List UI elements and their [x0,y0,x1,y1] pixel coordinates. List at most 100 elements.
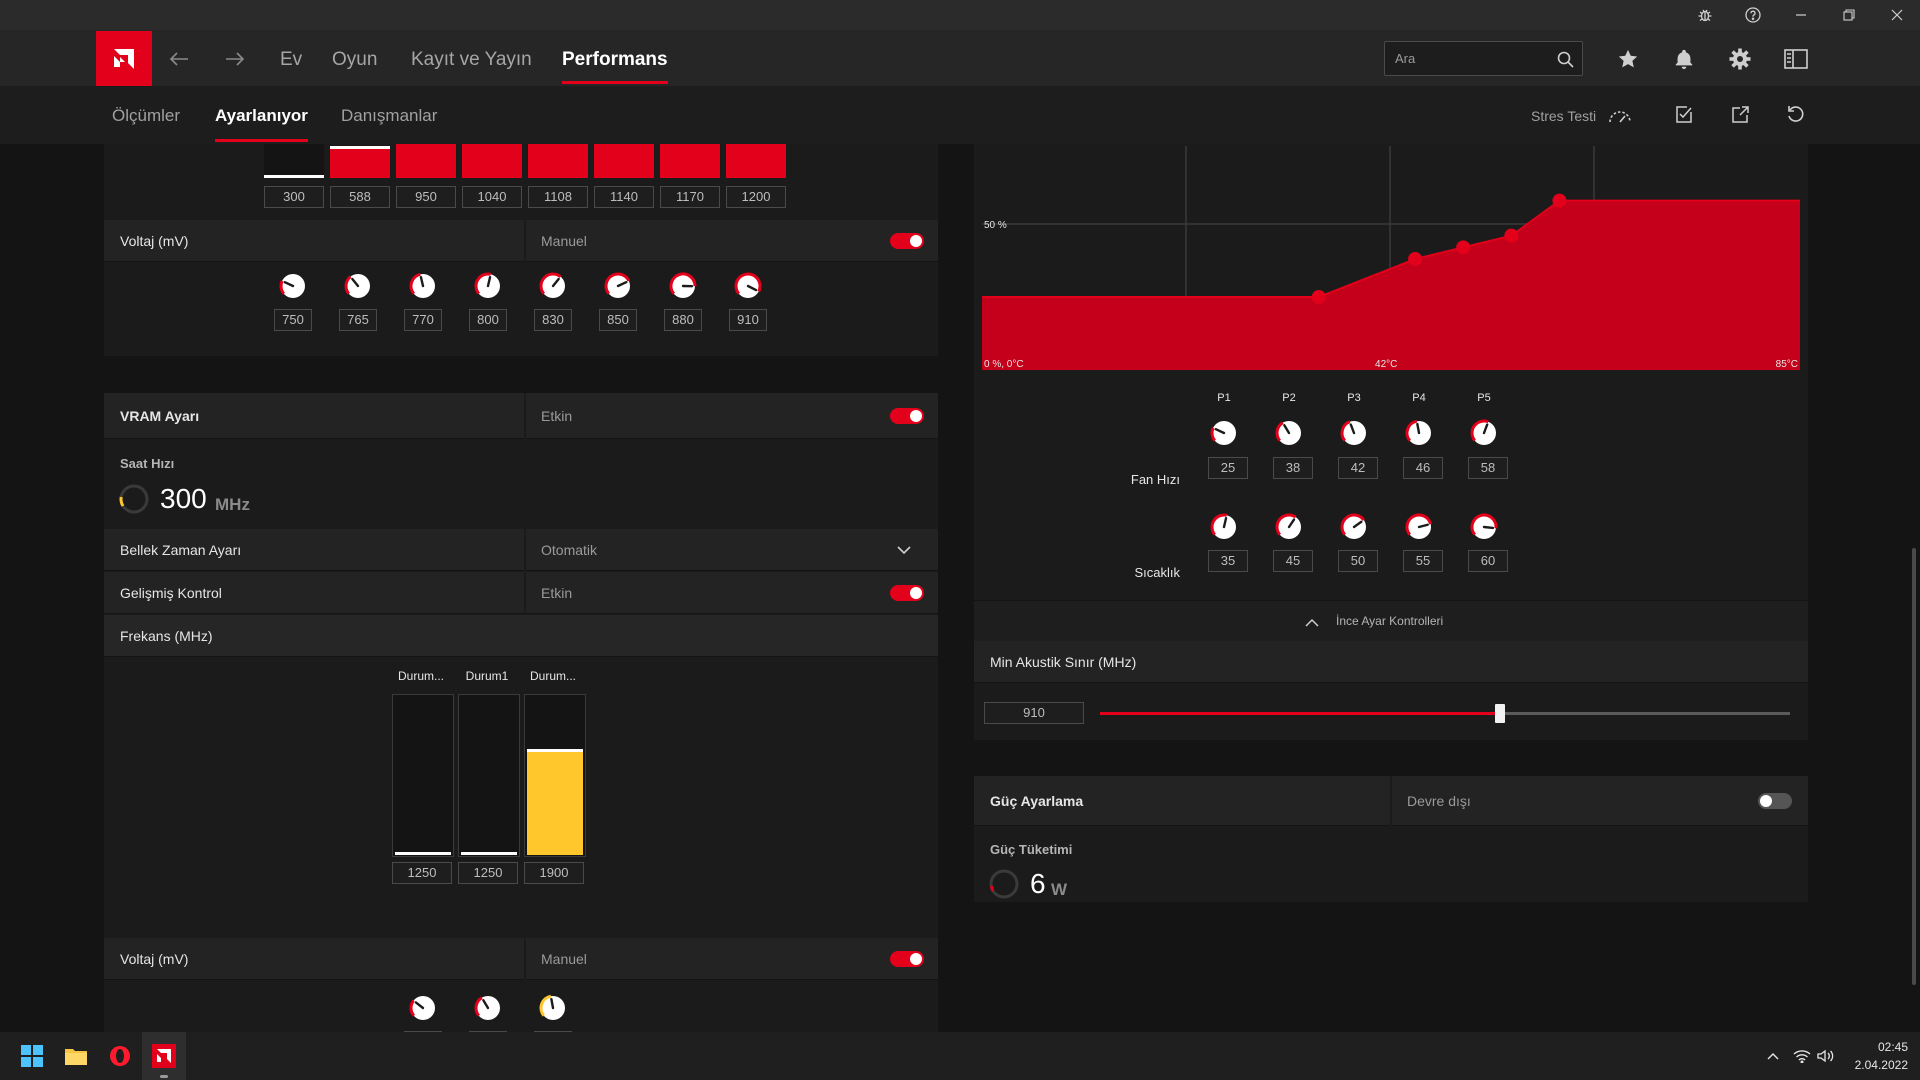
gpu-state-bar[interactable] [462,144,522,178]
fan-speed-value[interactable]: 25 [1208,457,1248,479]
vram-toggle[interactable] [890,408,924,424]
gpu-voltage-knob[interactable] [733,271,763,301]
temperature-knob[interactable] [1209,512,1239,542]
stress-test-label[interactable]: Stres Testi [1531,108,1597,124]
fan-speed-value[interactable]: 58 [1468,457,1508,479]
gpu-freq-value[interactable]: 1040 [462,186,522,208]
fan-speed-knob[interactable] [1209,418,1239,448]
vram-voltage-value[interactable]: 750 [404,1031,442,1032]
vram-voltage-value[interactable]: 850 [534,1031,572,1032]
temperature-knob[interactable] [1274,512,1304,542]
tab-metrics[interactable]: Ölçümler [112,106,181,125]
gpu-voltage-value[interactable]: 750 [274,309,312,331]
min-acoustic-value[interactable]: 910 [984,702,1084,724]
export-icon[interactable] [1728,103,1752,127]
temperature-value[interactable]: 55 [1403,550,1443,572]
fan-curve-point[interactable] [1504,228,1519,243]
gpu-voltage-value[interactable]: 880 [664,309,702,331]
fan-speed-knob[interactable] [1404,418,1434,448]
back-arrow-icon[interactable] [166,46,192,72]
vram-voltage-knob[interactable] [538,993,568,1023]
taskbar-time[interactable]: 02:45 [1877,1040,1908,1054]
advanced-control-toggle[interactable] [890,585,924,601]
forward-arrow-icon[interactable] [222,46,248,72]
vram-state-value[interactable]: 1250 [392,862,452,884]
gpu-state-bar[interactable] [264,144,324,178]
minimize-icon[interactable] [1778,0,1824,30]
taskbar-date[interactable]: 2.04.2022 [1854,1058,1908,1072]
fine-tune-toggle-row[interactable]: İnce Ayar Kontrolleri [974,600,1808,641]
fan-speed-value[interactable]: 38 [1273,457,1313,479]
wifi-icon[interactable] [1792,1046,1812,1066]
gpu-voltage-knob[interactable] [473,271,503,301]
fan-curve-point[interactable] [1552,193,1567,208]
temperature-knob[interactable] [1469,512,1499,542]
gpu-voltage-knob[interactable] [603,271,633,301]
gpu-freq-value[interactable]: 588 [330,186,390,208]
apply-changes-icon[interactable] [1672,103,1696,127]
amd-logo[interactable] [96,31,152,86]
vram-voltage-knob[interactable] [408,993,438,1023]
fine-tune-label[interactable]: İnce Ayar Kontrolleri [1336,614,1444,628]
favorites-star-icon[interactable] [1614,45,1642,73]
windows-start-icon[interactable] [10,1032,54,1080]
power-toggle[interactable] [1758,793,1792,809]
nav-game[interactable]: Oyun [332,49,378,70]
fan-speed-value[interactable]: 42 [1338,457,1378,479]
gpu-voltage-value[interactable]: 765 [339,309,377,331]
temperature-value[interactable]: 45 [1273,550,1313,572]
vram-voltage-knob[interactable] [473,993,503,1023]
gpu-state-bar[interactable] [594,144,654,178]
temperature-value[interactable]: 50 [1338,550,1378,572]
gpu-state-bar[interactable] [528,144,588,178]
gpu-state-bar[interactable] [726,144,786,178]
volume-icon[interactable] [1816,1046,1836,1066]
min-acoustic-slider-thumb[interactable] [1495,704,1506,723]
vram-state-bar[interactable] [458,694,520,857]
gpu-voltage-knob[interactable] [278,271,308,301]
memory-timing-value[interactable]: Otomatik [541,542,598,558]
nav-performance[interactable]: Performans [562,30,668,86]
close-icon[interactable] [1874,0,1920,30]
gpu-freq-value[interactable]: 1108 [528,186,588,208]
gpu-freq-value[interactable]: 1170 [660,186,720,208]
min-acoustic-slider-track[interactable] [1100,704,1790,723]
gpu-freq-value[interactable]: 1140 [594,186,654,208]
chevron-down-icon[interactable] [896,543,912,557]
amd-taskbar-icon[interactable] [142,1032,186,1080]
fan-speed-knob[interactable] [1274,418,1304,448]
opera-browser-icon[interactable] [98,1032,142,1080]
vram-voltage-toggle[interactable] [890,951,924,967]
memory-timing-row[interactable]: Bellek Zaman Ayarı Otomatik [104,529,938,571]
gpu-freq-value[interactable]: 950 [396,186,456,208]
fan-speed-knob[interactable] [1469,418,1499,448]
gpu-voltage-value[interactable]: 770 [404,309,442,331]
fan-curve-point[interactable] [1456,240,1471,255]
gpu-freq-value[interactable]: 300 [264,186,324,208]
vram-state-value[interactable]: 1250 [458,862,518,884]
fan-curve-point[interactable] [1408,252,1423,267]
gpu-voltage-value[interactable]: 910 [729,309,767,331]
vram-voltage-value[interactable]: 800 [469,1031,507,1032]
tray-chevron-up-icon[interactable] [1764,1048,1782,1064]
gpu-voltage-value[interactable]: 830 [534,309,572,331]
gpu-state-bar[interactable] [396,144,456,178]
fan-curve-chart[interactable]: 50 % 0 %, 0°C 42°C 85°C [982,146,1800,376]
nav-record-stream[interactable]: Kayıt ve Yayın [411,49,532,70]
gpu-voltage-value[interactable]: 800 [469,309,507,331]
search-box[interactable] [1384,41,1583,76]
tab-tuning[interactable]: Ayarlanıyor [215,86,308,144]
bug-report-icon[interactable] [1682,0,1728,30]
fan-speed-knob[interactable] [1339,418,1369,448]
fan-curve-point[interactable] [1311,290,1326,304]
search-input[interactable] [1395,42,1545,75]
temperature-value[interactable]: 35 [1208,550,1248,572]
fan-speed-value[interactable]: 46 [1403,457,1443,479]
gpu-state-bar[interactable] [660,144,720,178]
gpu-voltage-knob[interactable] [668,271,698,301]
reset-icon[interactable] [1784,103,1808,127]
gpu-voltage-knob[interactable] [538,271,568,301]
sidebar-panel-icon[interactable] [1782,45,1810,73]
help-icon[interactable] [1730,0,1776,30]
tab-advisors[interactable]: Danışmanlar [341,106,438,125]
